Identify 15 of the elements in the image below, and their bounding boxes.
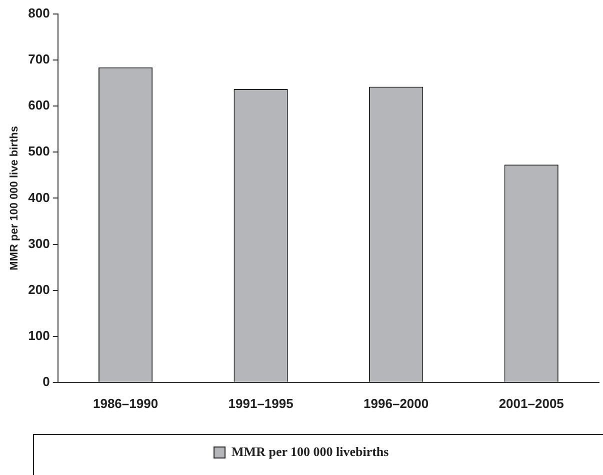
- y-tick-label: 200: [28, 282, 50, 297]
- y-tick-label: 0: [42, 374, 50, 389]
- y-tick-label: 700: [28, 52, 50, 67]
- y-tick-label: 800: [28, 6, 50, 21]
- y-tick-label: 600: [28, 98, 50, 113]
- y-tick-label: 500: [28, 144, 50, 159]
- x-tick-label: 1991–1995: [228, 396, 294, 411]
- x-tick-label: 2001–2005: [498, 396, 564, 411]
- x-tick-label: 1996–2000: [364, 396, 429, 411]
- y-tick-label: 100: [28, 328, 50, 343]
- y-axis-title: MMR per 100 000 live births: [8, 126, 21, 270]
- x-tick-label: 1986–1990: [92, 396, 158, 411]
- y-tick-label: 300: [28, 236, 50, 251]
- y-tick-label: 400: [28, 190, 50, 205]
- legend-label: MMR per 100 000 livebirths: [232, 444, 389, 459]
